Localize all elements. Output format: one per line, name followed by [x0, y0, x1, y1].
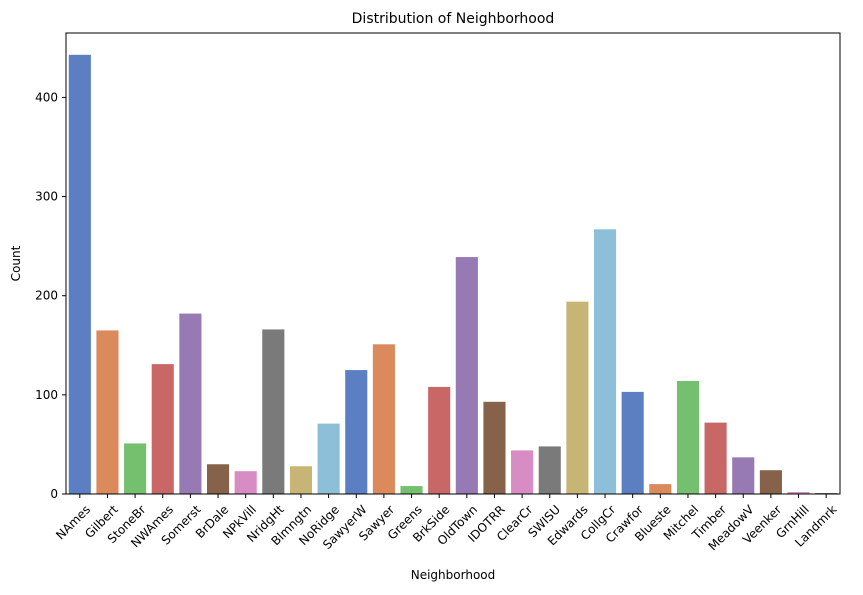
bar-SawyerW [345, 370, 368, 494]
bar-Blueste [649, 484, 672, 494]
bar-ClearCr [511, 450, 534, 494]
bar-NAmes [68, 54, 91, 494]
y-tick-label: 100 [35, 388, 58, 402]
bar-Timber [704, 422, 727, 494]
bar-Gilbert [96, 330, 119, 494]
bar-Blmngtn [289, 466, 313, 494]
y-tick-label: 300 [35, 190, 58, 204]
y-tick-label: 200 [35, 289, 58, 303]
bar-NWAmes [151, 364, 174, 494]
bars-group [68, 54, 838, 495]
y-tick-label: 0 [50, 487, 58, 501]
y-tick-label: 400 [35, 90, 58, 104]
bar-NoRidge [317, 423, 340, 494]
bar-Veenker [759, 470, 782, 494]
bar-GrnHill [787, 492, 810, 494]
bar-Mitchel [676, 380, 700, 494]
bar-OldTown [455, 257, 478, 494]
bar-NridgHt [262, 329, 285, 494]
bar-MeadowV [732, 457, 755, 494]
bar-Greens [400, 486, 423, 494]
bar-NPkVill [234, 471, 257, 494]
bar-SWISU [538, 446, 561, 494]
bar-Crawfor [621, 391, 644, 494]
bar-CollgCr [593, 229, 617, 495]
plot-frame [65, 32, 841, 495]
y-axis-label: Count [9, 245, 23, 281]
x-axis-label: Neighborhood [411, 568, 496, 582]
bar-StoneBr [124, 443, 147, 494]
bar-Edwards [566, 301, 589, 494]
bar-Sawyer [372, 344, 395, 494]
y-axis-ticks: 0 100 200 300 400 [35, 90, 66, 501]
bar-BrDale [206, 464, 230, 494]
bar-BrkSide [428, 386, 451, 494]
x-axis-ticks: NAmesGilbertStoneBrNWAmesSomerstBrDaleNP… [53, 494, 840, 553]
bar-Somerst [179, 313, 202, 494]
chart-title: Distribution of Neighborhood [352, 11, 555, 27]
bar-IDOTRR [483, 401, 506, 494]
